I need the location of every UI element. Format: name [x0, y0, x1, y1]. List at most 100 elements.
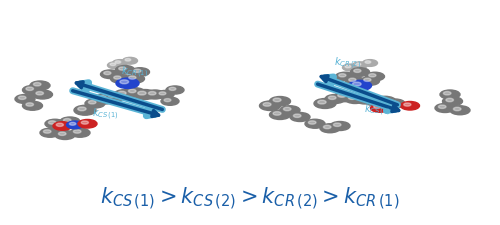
Circle shape [169, 87, 176, 90]
Circle shape [338, 74, 346, 77]
Circle shape [346, 77, 364, 85]
Circle shape [280, 106, 300, 115]
Circle shape [134, 90, 156, 99]
Circle shape [164, 99, 171, 102]
Circle shape [70, 128, 90, 137]
Circle shape [36, 92, 44, 95]
Circle shape [18, 96, 26, 99]
Circle shape [404, 103, 411, 106]
Circle shape [442, 97, 462, 106]
Circle shape [365, 61, 371, 63]
Circle shape [110, 63, 116, 65]
Circle shape [362, 60, 378, 66]
Circle shape [44, 130, 51, 133]
Circle shape [22, 86, 42, 94]
Circle shape [284, 107, 291, 111]
Circle shape [348, 80, 372, 91]
Circle shape [156, 90, 174, 99]
Circle shape [34, 83, 41, 86]
Circle shape [354, 69, 361, 72]
Circle shape [115, 61, 120, 63]
Circle shape [345, 94, 365, 104]
Circle shape [350, 68, 370, 76]
Circle shape [374, 96, 396, 106]
Circle shape [128, 76, 136, 79]
Circle shape [308, 121, 316, 124]
Circle shape [66, 121, 84, 129]
Circle shape [116, 65, 134, 74]
Circle shape [330, 122, 350, 130]
Circle shape [325, 94, 345, 104]
Circle shape [78, 119, 97, 128]
Circle shape [166, 86, 184, 94]
Circle shape [45, 119, 65, 128]
Circle shape [260, 101, 280, 110]
Circle shape [118, 67, 126, 70]
Circle shape [352, 82, 361, 86]
Circle shape [56, 123, 64, 126]
Circle shape [125, 88, 145, 97]
Text: $k_{CR\,(2)}$: $k_{CR\,(2)}$ [334, 56, 361, 71]
Circle shape [385, 99, 405, 108]
Circle shape [105, 92, 125, 101]
Circle shape [368, 74, 376, 77]
Circle shape [338, 93, 346, 97]
Circle shape [450, 106, 470, 115]
Circle shape [159, 92, 166, 95]
Circle shape [81, 121, 88, 124]
Text: $k_{CS\,(2)}$: $k_{CS\,(2)}$ [364, 102, 391, 118]
Circle shape [48, 121, 56, 124]
Circle shape [365, 97, 385, 106]
Circle shape [378, 98, 386, 102]
Circle shape [334, 123, 341, 126]
Circle shape [358, 96, 366, 99]
Circle shape [334, 92, 356, 102]
Text: $k_{CR\,(1)}$: $k_{CR\,(1)}$ [122, 65, 148, 80]
Circle shape [320, 124, 340, 133]
Circle shape [40, 128, 60, 137]
Circle shape [30, 81, 50, 90]
Circle shape [114, 90, 136, 99]
Circle shape [273, 112, 281, 115]
Circle shape [354, 94, 376, 104]
Circle shape [120, 80, 128, 84]
Circle shape [74, 130, 81, 133]
Circle shape [352, 62, 368, 69]
Circle shape [22, 101, 42, 110]
Circle shape [454, 107, 461, 111]
Circle shape [58, 132, 66, 135]
Circle shape [26, 103, 34, 106]
Circle shape [26, 87, 34, 90]
Circle shape [78, 107, 86, 111]
Circle shape [388, 101, 396, 104]
Circle shape [112, 60, 128, 66]
Circle shape [134, 69, 141, 72]
Circle shape [384, 103, 391, 106]
Circle shape [366, 72, 384, 81]
Circle shape [336, 72, 354, 81]
Circle shape [70, 122, 76, 125]
Circle shape [342, 64, 357, 71]
Circle shape [345, 65, 351, 68]
Circle shape [364, 78, 371, 81]
Circle shape [328, 96, 336, 99]
Circle shape [290, 112, 310, 122]
Circle shape [116, 78, 139, 88]
Circle shape [263, 103, 271, 106]
Circle shape [161, 97, 179, 105]
Circle shape [60, 117, 80, 126]
Circle shape [15, 94, 35, 104]
Circle shape [110, 74, 130, 83]
Circle shape [440, 90, 460, 99]
Circle shape [125, 58, 131, 61]
Circle shape [100, 70, 119, 79]
Circle shape [138, 91, 146, 95]
Circle shape [98, 96, 106, 99]
Circle shape [108, 94, 116, 97]
Circle shape [74, 105, 96, 115]
Circle shape [114, 76, 121, 79]
Circle shape [324, 125, 331, 129]
Circle shape [348, 96, 356, 99]
Circle shape [88, 101, 96, 104]
Circle shape [64, 119, 71, 122]
